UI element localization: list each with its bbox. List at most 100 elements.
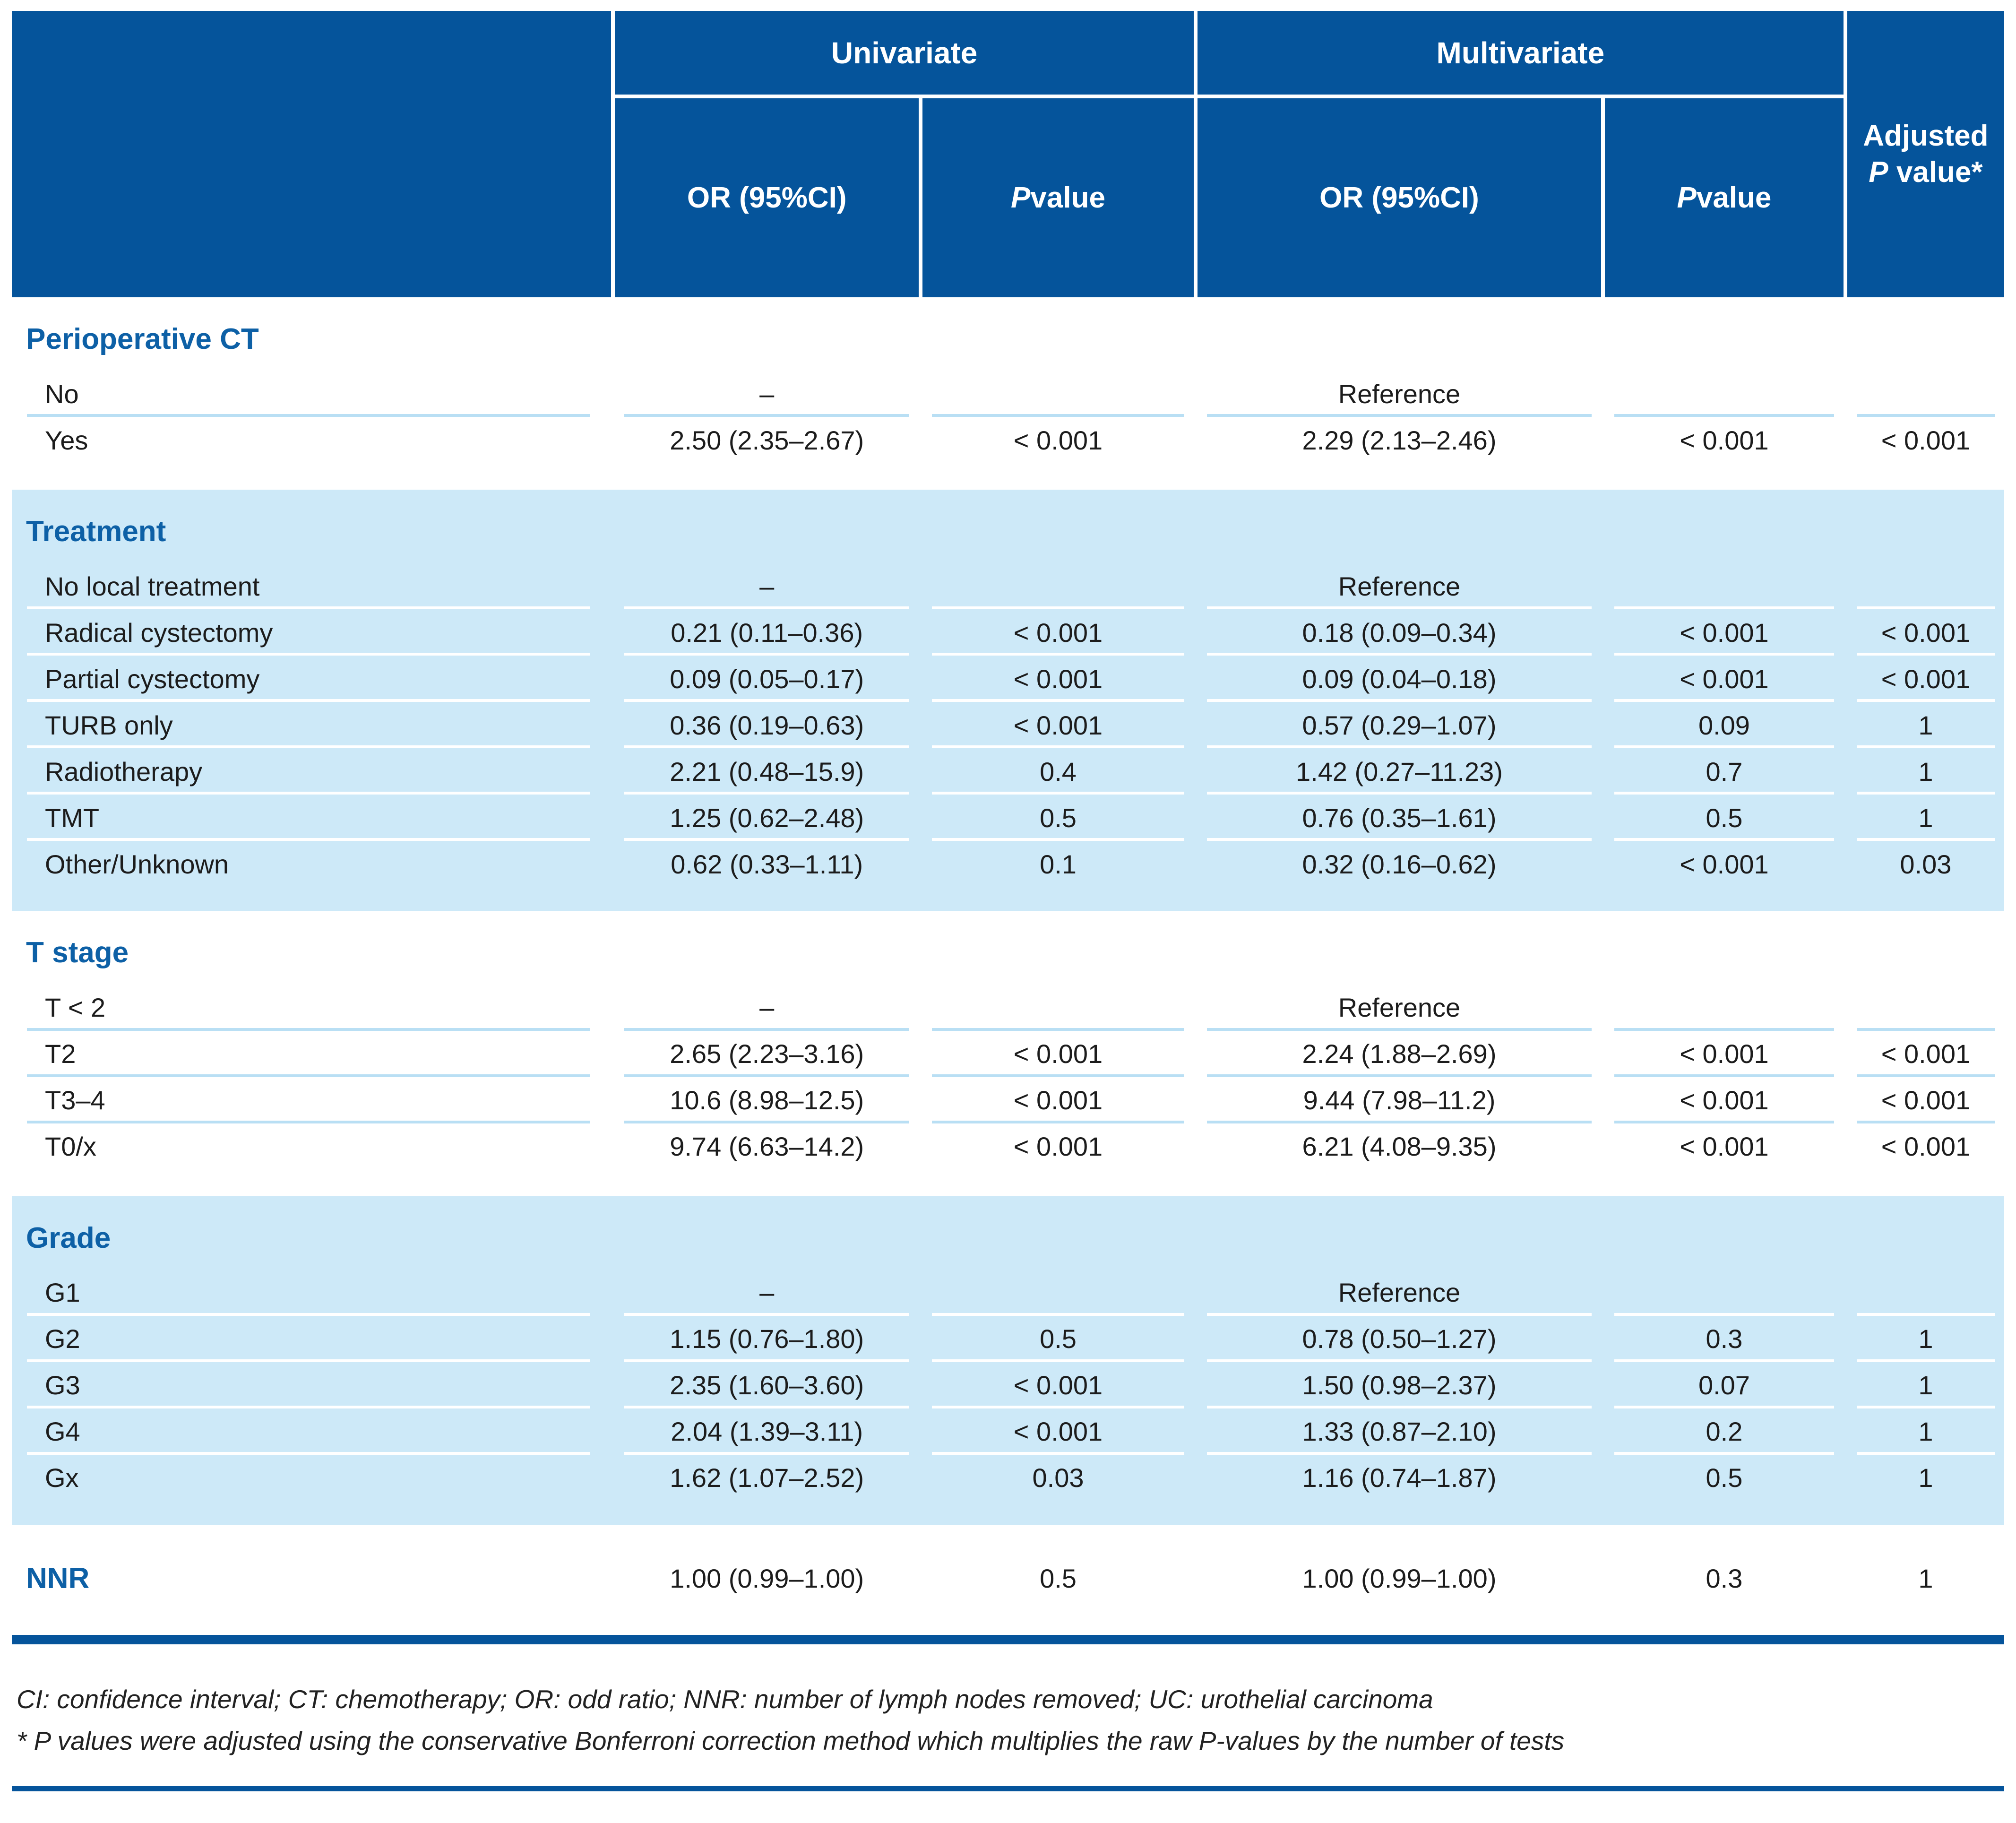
row-value: 10.6 (8.98–12.5): [615, 1077, 919, 1123]
row-value: 0.1: [1040, 849, 1077, 879]
row-value: 0.5: [1605, 795, 1844, 841]
row-value: –: [615, 985, 919, 1031]
row-value: < 0.001: [1680, 1132, 1769, 1162]
header-col-univariate-p: P value: [922, 98, 1194, 297]
row-value: < 0.001: [1847, 656, 2004, 702]
row-label: T2: [12, 1031, 611, 1077]
row-value: 1.16 (0.74–1.87): [1302, 1463, 1497, 1493]
row-label: No local treatment: [12, 563, 611, 610]
row-value: 2.04 (1.39–3.11): [615, 1408, 919, 1455]
page-bottom-rule: [12, 1786, 2004, 1791]
row-value: 0.2: [1605, 1408, 1844, 1455]
row-value: [922, 985, 1194, 1031]
row-value: 0.5: [1040, 1564, 1077, 1594]
row-value: 0.07: [1605, 1362, 1844, 1408]
section-treatment: Treatment No local treatment – Reference Rad…: [12, 490, 2004, 911]
row-value: –: [615, 563, 919, 610]
row-value: < 0.001: [1680, 849, 1769, 879]
row-value: 1.42 (0.27–11.23): [1198, 748, 1601, 795]
section-t-stage: T stage T < 2– Reference T2 2.65 (2.23–3.16)…: [12, 911, 2004, 1169]
row-value: 0.36 (0.19–0.63): [615, 702, 919, 749]
row-value: 2.35 (1.60–3.60): [615, 1362, 919, 1408]
row-label: G3: [12, 1362, 611, 1408]
table-row: T3–4 10.6 (8.98–12.5) < 0.001 9.44 (7.98–11…: [12, 1077, 2004, 1123]
row-value: < 0.001: [1605, 1031, 1844, 1077]
header-group-multivariate: Multivariate: [1197, 11, 1844, 95]
row-value: < 0.001: [1013, 1132, 1103, 1162]
table-row: G4 2.04 (1.39–3.11) < 0.001 1.33 (0.87–2.10…: [12, 1408, 2004, 1455]
row-value: 1.00 (0.99–1.00): [670, 1564, 864, 1594]
row-label: NNR: [26, 1562, 90, 1595]
row-value: 1.62 (1.07–2.52): [670, 1463, 864, 1493]
row-value: 1: [1918, 1463, 1933, 1493]
row-value: 2.65 (2.23–3.16): [615, 1031, 919, 1077]
row-value: [1605, 563, 1844, 610]
row-label: Gx: [45, 1463, 79, 1493]
header-col-multivariate-or: OR (95%CI): [1197, 98, 1602, 297]
row-value: 0.5: [922, 795, 1194, 841]
row-label: G2: [12, 1316, 611, 1362]
row-value: 1.15 (0.76–1.80): [615, 1316, 919, 1362]
footnote-bonferroni: * P values were adjusted using the conse…: [17, 1726, 1565, 1755]
row-value: 2.29 (2.13–2.46): [1302, 425, 1497, 455]
table-row: Radiotherapy 2.21 (0.48–15.9) 0.4 1.42 (0.2…: [12, 748, 2004, 795]
row-value: 1.25 (0.62–2.48): [615, 795, 919, 841]
row-value: < 0.001: [922, 1408, 1194, 1455]
section-title: Grade: [26, 1221, 111, 1254]
row-value: 0.21 (0.11–0.36): [615, 609, 919, 656]
row-label: Other/Unknown: [45, 849, 229, 879]
row-value: 1: [1847, 1408, 2004, 1455]
row-value: 0.57 (0.29–1.07): [1198, 702, 1601, 749]
table-row: T < 2– Reference: [12, 985, 2004, 1031]
row-value: 0.4: [922, 748, 1194, 795]
header-empty-cell: [12, 11, 612, 297]
row-value: [922, 563, 1194, 610]
row-label: G4: [12, 1408, 611, 1455]
header-col-univariate-or: OR (95%CI): [615, 98, 919, 297]
row-label: TURB only: [12, 702, 611, 749]
row-value: < 0.001: [922, 702, 1194, 749]
row-value: 9.44 (7.98–11.2): [1198, 1077, 1601, 1123]
row-value: 0.32 (0.16–0.62): [1302, 849, 1497, 879]
footnotes: CI: confidence interval; CT: chemotherap…: [12, 1678, 2004, 1762]
row-value: < 0.001: [1680, 425, 1769, 455]
row-value: [1847, 371, 2004, 417]
table-row: No – Reference: [12, 371, 2004, 417]
table-row: G1– Reference: [12, 1270, 2004, 1316]
row-value: [922, 1270, 1194, 1316]
table-row: TMT 1.25 (0.62–2.48) 0.5 0.76 (0.35–1.61) 0.…: [12, 795, 2004, 841]
header-adjusted-line2: P value*: [1869, 156, 1983, 189]
table-row: G2 1.15 (0.76–1.80) 0.5 0.78 (0.50–1.27) 0.3…: [12, 1316, 2004, 1362]
row-label: T0/x: [45, 1132, 96, 1162]
row-value: 1: [1847, 1362, 2004, 1408]
row-value: 1: [1847, 1316, 2004, 1362]
row-value: < 0.001: [1847, 1031, 2004, 1077]
row-value: 6.21 (4.08–9.35): [1302, 1132, 1497, 1162]
row-value: [1847, 563, 2004, 610]
header-adjusted-line1: Adjusted: [1863, 119, 1989, 152]
table-row: No local treatment – Reference: [12, 563, 2004, 610]
row-value: [1847, 985, 2004, 1031]
row-label: Partial cystectomy: [12, 656, 611, 702]
row-label: T3–4: [12, 1077, 611, 1123]
row-label: Yes: [45, 425, 88, 455]
table-row: TURB only 0.36 (0.19–0.63) < 0.001 0.57 (0.…: [12, 702, 2004, 749]
row-value: < 0.001: [922, 1362, 1194, 1408]
table-row: NNR 1.00 (0.99–1.00) 0.5 1.00 (0.99–1.00) 0.…: [12, 1551, 2004, 1607]
row-value: 1: [1847, 702, 2004, 749]
row-value: 0.78 (0.50–1.27): [1198, 1316, 1601, 1362]
row-label: TMT: [12, 795, 611, 841]
section-title: Perioperative CT: [26, 323, 259, 355]
table-row: Yes 2.50 (2.35–2.67) < 0.001 2.29 (2.13–2.4…: [12, 417, 2004, 463]
header-col-adjusted-p-value: Adjusted P value*: [1847, 11, 2004, 297]
table-body: Perioperative CT No – Reference Yes 2.50 (2.3…: [12, 297, 2004, 1607]
row-value: 9.74 (6.63–14.2): [670, 1132, 864, 1162]
table-header: Univariate Multivariate Adjusted P value…: [12, 11, 2004, 297]
row-label: T < 2: [12, 985, 611, 1031]
row-value: 0.5: [1706, 1463, 1743, 1493]
row-value: 0.03: [1032, 1463, 1084, 1493]
footnote-abbreviations: CI: confidence interval; CT: chemotherap…: [17, 1684, 1433, 1714]
row-value: Reference: [1198, 371, 1601, 417]
row-value: 2.21 (0.48–15.9): [615, 748, 919, 795]
